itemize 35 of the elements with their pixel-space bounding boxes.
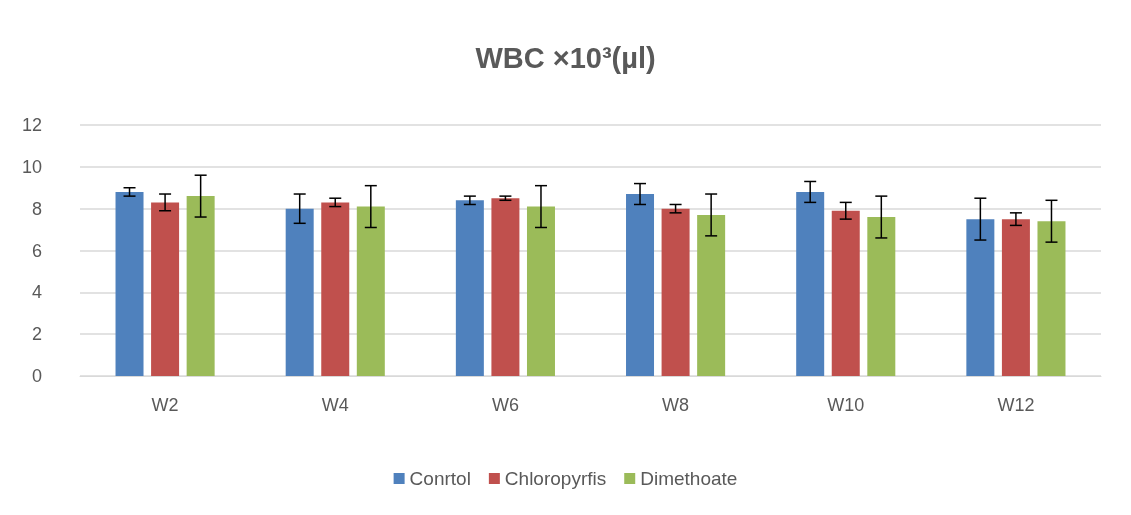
bar	[1001, 219, 1030, 376]
x-tick-label: W4	[321, 395, 349, 415]
legend-label: Chloropyrfis	[504, 468, 607, 489]
y-tick-label: 4	[31, 282, 42, 303]
x-tick-label: W8	[662, 395, 690, 415]
bar	[356, 206, 385, 376]
bar	[115, 191, 144, 376]
bar	[626, 194, 655, 376]
x-tick-label: W10	[827, 395, 865, 415]
bar	[285, 208, 314, 376]
y-tick-label: 2	[31, 324, 42, 345]
chart-title: WBC ×10³(µl)	[475, 41, 656, 74]
bar	[491, 198, 520, 376]
bar	[455, 200, 484, 376]
bar	[867, 217, 896, 376]
x-tick-label: W6	[491, 395, 519, 415]
y-tick-label: 0	[31, 366, 42, 386]
y-tick-label: 8	[31, 198, 42, 219]
bar	[151, 202, 180, 376]
x-tick-label: W12	[997, 395, 1035, 415]
bar	[321, 202, 350, 376]
legend-label: Dimethoate	[640, 468, 738, 489]
bar	[1037, 221, 1066, 376]
bar	[526, 206, 555, 376]
x-tick-label: W2	[151, 395, 179, 415]
bar	[831, 210, 860, 376]
y-tick-label: 12	[21, 115, 42, 135]
bar	[697, 214, 726, 376]
y-tick-label: 10	[21, 156, 42, 177]
bar	[661, 208, 690, 376]
bar	[186, 196, 215, 376]
legend-label: Conrtol	[409, 468, 471, 489]
bar	[966, 219, 995, 376]
y-tick-label: 6	[31, 240, 42, 261]
bar	[796, 191, 825, 376]
